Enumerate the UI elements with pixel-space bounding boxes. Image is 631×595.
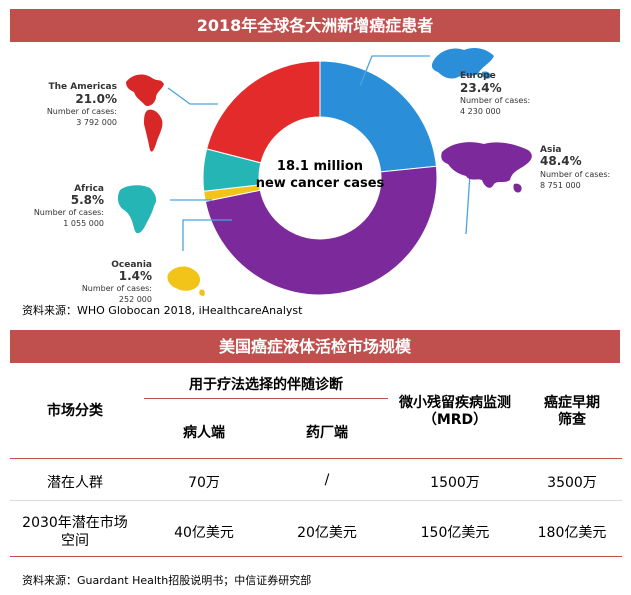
- header-pharma: 药厂端: [266, 422, 388, 442]
- header-bottom-rule: [10, 458, 622, 459]
- oceania-percent: 1.4%: [119, 269, 152, 283]
- asia-cases-label: Number of cases:: [540, 170, 610, 179]
- americas-cases: 3 792 000: [76, 118, 117, 127]
- asia-cases: 8 751 000: [540, 181, 581, 190]
- americas-name: The Americas: [48, 82, 117, 92]
- europe-name: Europe: [460, 71, 496, 81]
- center-label-line1: 18.1 million: [277, 159, 363, 174]
- center-label-line2: new cancer cases: [256, 176, 385, 191]
- market-size-table: 市场分类 用于疗法选择的伴随诊断 病人端 药厂端 微小残留疾病监测 （MRD） …: [10, 366, 622, 566]
- slice-europe: [320, 61, 436, 172]
- row1-label: 潜在人群: [10, 472, 140, 492]
- header-early-line2: 筛查: [522, 409, 622, 429]
- row1-early: 3500万: [522, 472, 622, 492]
- chart-source: 资料来源：WHO Globocan 2018, iHealthcareAnaly…: [22, 302, 302, 318]
- africa-cases-label: Number of cases:: [34, 208, 104, 217]
- europe-percent: 23.4%: [460, 81, 502, 95]
- slice-the-americas: [207, 61, 320, 163]
- header-patient: 病人端: [144, 422, 264, 442]
- row2-pharma: 20亿美元: [266, 522, 388, 542]
- table-title-banner: 美国癌症液体活检市场规模: [10, 330, 620, 363]
- row1-patient: 70万: [144, 472, 264, 492]
- asia-map-icon: [441, 142, 532, 192]
- africa-cases: 1 055 000: [63, 219, 104, 228]
- header-category: 市场分类: [10, 400, 140, 420]
- americas-percent: 21.0%: [75, 92, 117, 106]
- americas-map-icon: [126, 75, 164, 152]
- row2-early: 180亿美元: [522, 522, 622, 542]
- group-underline: [144, 398, 388, 399]
- europe-cases-label: Number of cases:: [460, 96, 530, 105]
- donut-chart: 18.1 million new cancer cases The Americ…: [0, 44, 631, 316]
- row-divider: [10, 500, 622, 501]
- row2-patient: 40亿美元: [144, 522, 264, 542]
- oceania-map-icon: [167, 267, 204, 296]
- asia-percent: 48.4%: [540, 154, 582, 168]
- header-mrd-line2: （MRD）: [388, 409, 522, 429]
- table-source: 资料来源：Guardant Health招股说明书；中信证券研究部: [22, 572, 311, 588]
- row2-mrd: 150亿美元: [388, 522, 522, 542]
- row2-label-line1: 2030年潜在市场: [10, 512, 140, 532]
- europe-cases: 4 230 000: [460, 107, 501, 116]
- table-bottom-rule: [10, 556, 622, 557]
- africa-map-icon: [118, 185, 156, 233]
- row2-label-line2: 空间: [10, 530, 140, 550]
- chart-title-banner: 2018年全球各大洲新增癌症患者: [10, 9, 620, 42]
- oceania-cases-label: Number of cases:: [82, 284, 152, 293]
- header-group: 用于疗法选择的伴随诊断: [144, 374, 388, 394]
- row1-pharma: /: [266, 472, 388, 488]
- row1-mrd: 1500万: [388, 472, 522, 492]
- africa-percent: 5.8%: [71, 193, 104, 207]
- americas-cases-label: Number of cases:: [47, 107, 117, 116]
- americas-callout-line: [168, 88, 218, 104]
